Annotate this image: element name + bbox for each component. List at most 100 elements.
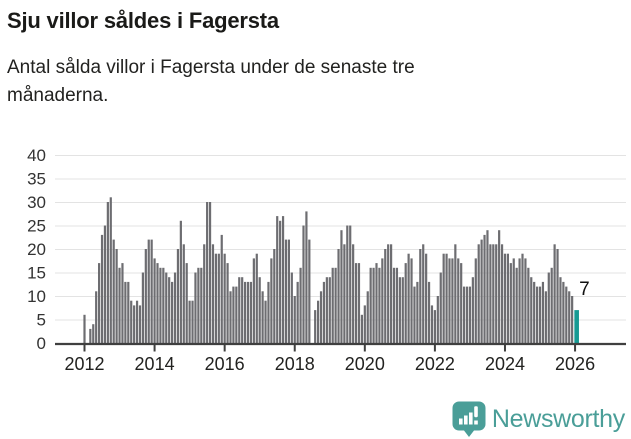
bar <box>130 300 133 343</box>
bar <box>536 286 539 343</box>
bar <box>147 239 150 343</box>
x-axis: 2012 2014 2016 2018 2020 2022 2024 2026 <box>55 342 626 374</box>
bar <box>378 267 381 343</box>
bar <box>346 225 349 343</box>
bar <box>238 277 241 343</box>
bar <box>369 267 372 343</box>
bar <box>179 220 182 343</box>
bar <box>495 244 498 343</box>
bar <box>442 253 445 343</box>
bar <box>109 197 112 343</box>
y-tick-label: 5 <box>37 311 46 330</box>
bar <box>518 258 521 343</box>
bar <box>264 300 267 343</box>
bar <box>527 267 530 343</box>
bar <box>162 267 165 343</box>
bar <box>156 263 159 343</box>
bar <box>226 263 229 343</box>
bar <box>515 267 518 343</box>
bar <box>299 267 302 343</box>
y-tick-label: 10 <box>27 287 46 306</box>
bar <box>290 272 293 343</box>
bar <box>544 291 547 343</box>
bar <box>506 253 509 343</box>
bar <box>106 202 109 343</box>
bar <box>454 244 457 343</box>
bar <box>410 258 413 343</box>
bar <box>197 267 200 343</box>
chart-subtitle: Antal sålda villor i Fagersta under de s… <box>7 57 415 106</box>
bar <box>451 258 454 343</box>
y-tick-label: 25 <box>27 217 46 236</box>
bar <box>217 253 220 343</box>
bar <box>317 300 320 343</box>
bar <box>293 296 296 343</box>
bar <box>407 253 410 343</box>
bar <box>468 286 472 343</box>
bar <box>553 244 556 343</box>
bar <box>354 263 358 343</box>
bar <box>503 253 507 343</box>
bar <box>246 281 250 343</box>
bar <box>480 239 483 343</box>
bar <box>153 258 156 343</box>
bar <box>360 314 363 343</box>
bar <box>281 216 285 343</box>
bar <box>571 296 574 343</box>
y-tick-label: 15 <box>27 264 46 283</box>
bar <box>404 263 407 343</box>
bar <box>92 324 95 343</box>
x-tick-label: 2012 <box>64 354 104 374</box>
bar <box>556 249 559 343</box>
bar <box>194 272 197 343</box>
bar <box>384 249 387 343</box>
bar <box>445 253 448 343</box>
bar <box>144 249 147 343</box>
logo-exclamation-stem <box>474 406 478 418</box>
bar <box>206 202 209 343</box>
bar <box>220 234 223 343</box>
bar <box>363 305 366 343</box>
bar <box>489 244 492 343</box>
bar <box>492 244 495 343</box>
bar <box>471 277 474 343</box>
bar <box>208 202 212 343</box>
bar <box>255 253 258 343</box>
x-tick-label: 2026 <box>555 354 595 374</box>
bar <box>211 244 215 343</box>
bar <box>118 267 121 343</box>
bar <box>150 239 153 343</box>
bar <box>229 291 232 343</box>
bar <box>538 286 542 343</box>
bar <box>439 272 442 343</box>
bar <box>322 281 326 343</box>
bar <box>562 281 565 343</box>
bar <box>521 253 524 343</box>
bar <box>433 310 436 343</box>
x-tick-label: 2020 <box>345 354 385 374</box>
bar <box>141 272 144 343</box>
bar <box>509 263 512 343</box>
y-tick-label: 20 <box>27 240 46 259</box>
bar <box>241 277 244 343</box>
bar <box>127 281 130 343</box>
bar <box>103 225 107 343</box>
bar <box>474 258 477 343</box>
bar <box>559 277 562 343</box>
bar <box>419 249 422 343</box>
bar <box>235 286 238 343</box>
bar <box>165 272 168 343</box>
bar <box>430 305 434 343</box>
bar <box>287 239 290 343</box>
bar <box>533 281 536 343</box>
bar <box>530 277 533 343</box>
bar <box>375 263 378 343</box>
bar <box>349 225 352 343</box>
bar <box>486 230 489 343</box>
bar <box>135 300 139 343</box>
bar <box>387 244 390 343</box>
bar <box>328 277 331 343</box>
bar <box>460 263 463 343</box>
bar <box>98 263 101 343</box>
